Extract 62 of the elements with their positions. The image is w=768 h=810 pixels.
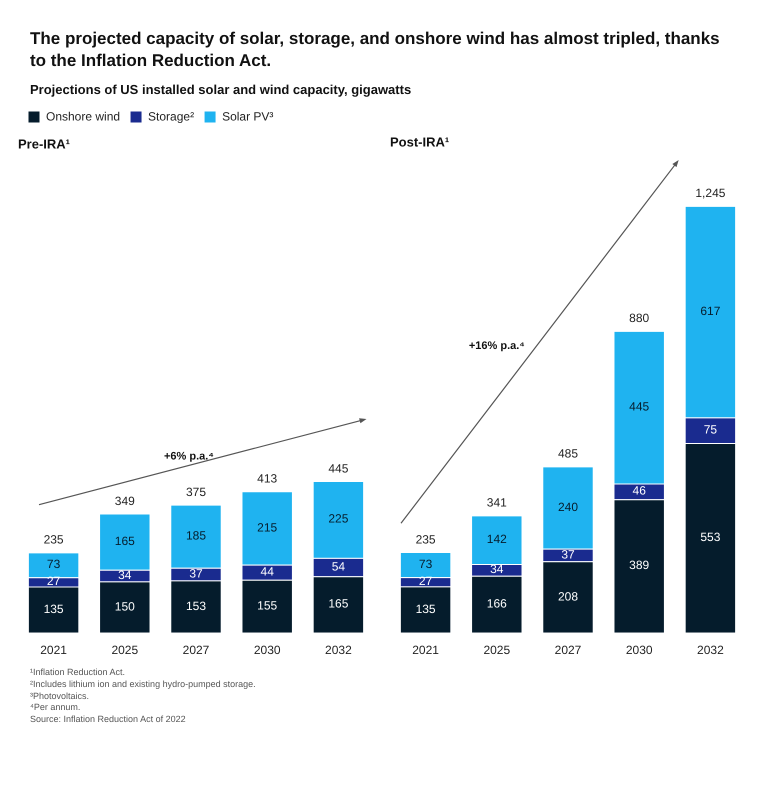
data-label: 75	[704, 422, 718, 437]
text: ¹Inflation Reduction Act.	[30, 667, 126, 679]
data-label: 34	[490, 562, 504, 576]
chart-title: Pre-IRA¹	[18, 136, 70, 152]
data-label: 240	[558, 500, 578, 514]
data-label: 142	[486, 532, 508, 546]
data-label: 617	[700, 304, 721, 318]
data-label: 73	[418, 557, 433, 572]
total-label: 235	[416, 532, 436, 547]
data-label: 73	[46, 557, 61, 572]
x-tick-label: 2027	[182, 643, 210, 658]
x-tick-label: 2030	[254, 643, 281, 658]
data-label: 165	[328, 596, 349, 611]
x-tick-label: 2021	[40, 643, 68, 658]
data-label: 165	[114, 534, 136, 548]
data-label: 37	[561, 547, 575, 562]
total-label: 1,245	[695, 186, 726, 200]
data-label: 135	[416, 602, 436, 616]
data-label: 46	[632, 484, 646, 498]
total-label: 413	[257, 472, 278, 486]
data-label: 44	[260, 564, 274, 579]
data-label: 389	[629, 558, 650, 572]
data-label: 208	[558, 589, 578, 604]
annotation: +16% p.a.⁴	[468, 340, 525, 352]
data-label: 153	[186, 598, 206, 613]
total-label: 880	[629, 311, 650, 326]
x-tick-label: 2032	[325, 643, 352, 658]
x-tick-label: 2030	[626, 643, 653, 658]
total-label: 349	[114, 494, 136, 508]
data-label: 155	[257, 598, 278, 613]
total-label: 445	[328, 462, 349, 476]
data-label: 166	[486, 596, 508, 611]
data-label: 445	[629, 400, 650, 414]
source-note: Source: Inflation Reduction Act of 2022	[30, 714, 187, 726]
legend-label: Solar PV³	[222, 110, 274, 124]
text: The projected capacity of solar, storage, and onshore wind has almost tripled, thanks to the Inflation Reduction Act.	[30, 28, 721, 72]
chart-title: Post-IRA¹	[390, 134, 450, 150]
data-label: 553	[700, 530, 721, 544]
legend-label: Storage²	[148, 110, 194, 124]
total-label: 485	[558, 446, 578, 461]
data-label: 215	[257, 520, 278, 534]
text: ⁴Per annum.	[30, 702, 82, 714]
data-label: 135	[44, 602, 64, 616]
text: ³Photovoltaics.	[30, 690, 90, 702]
data-label: 54	[332, 560, 346, 574]
x-tick-label: 2025	[483, 643, 510, 658]
total-label: 235	[44, 532, 64, 547]
text: Projections of US installed solar and wind capacity, gigawatts	[30, 82, 412, 98]
data-label: 150	[114, 600, 136, 614]
x-tick-label: 2027	[554, 643, 582, 658]
text: ²Includes lithium ion and existing hydro-pumped storage.	[30, 678, 257, 691]
x-tick-label: 2021	[412, 643, 440, 658]
data-label: 185	[186, 528, 206, 543]
total-label: 375	[186, 485, 206, 500]
text: +6% p.a.⁴	[164, 450, 214, 463]
legend-label: Onshore wind	[46, 110, 120, 124]
x-tick-label: 2025	[111, 643, 138, 658]
data-label: 225	[328, 512, 349, 526]
x-tick-label: 2032	[697, 643, 724, 658]
total-label: 341	[486, 496, 508, 510]
data-label: 34	[118, 568, 132, 582]
data-label: 37	[189, 566, 203, 581]
